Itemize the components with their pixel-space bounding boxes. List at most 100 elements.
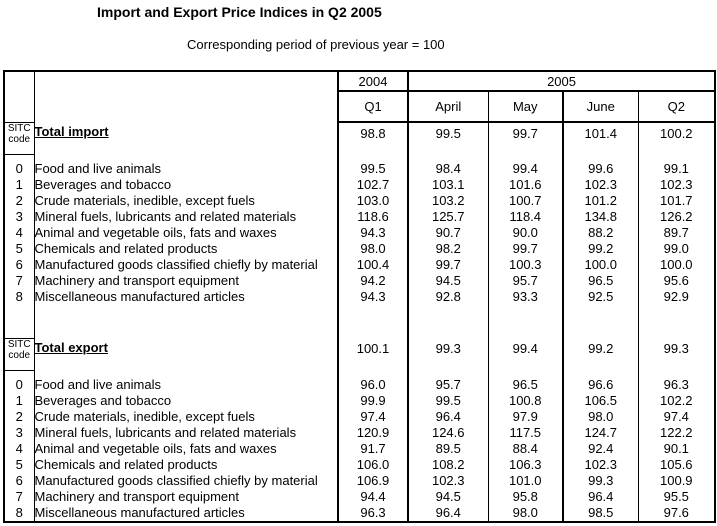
value-cell: 102.3 xyxy=(660,177,693,192)
value-cell: 95.6 xyxy=(663,273,689,288)
value-cell: 96.0 xyxy=(338,377,409,393)
value-cell: 90.1 xyxy=(663,441,689,456)
value-cell: 88.4 xyxy=(488,441,564,457)
total-export-row: SITC code Total export 100.1 99.3 99.4 99.2 99.… xyxy=(4,337,715,371)
spacer-cell xyxy=(4,154,35,161)
value-cell: 99.2 xyxy=(563,241,639,257)
spacer-cell xyxy=(338,305,409,338)
export-category-row: 4 Animal and vegetable oils, fats and wax… xyxy=(4,441,715,457)
value-cell: 99.5 xyxy=(408,393,489,409)
total-import-value: 99.7 xyxy=(488,122,564,154)
total-export-value: 99.3 xyxy=(663,341,689,356)
value-cell: 89.7 xyxy=(663,225,689,240)
category-label: Mineral fuels, lubricants and related ma… xyxy=(34,209,339,225)
sitc-code-cell: 5 xyxy=(4,457,35,473)
sitc-code-cell: 2 xyxy=(4,409,35,425)
total-export-value: 99.4 xyxy=(488,338,564,370)
value-cell: 105.6 xyxy=(660,457,693,472)
spacer-cell xyxy=(338,154,409,161)
period-header-row: Q1 April May June Q2 xyxy=(4,91,716,123)
value-cell: 99.7 xyxy=(408,257,489,273)
category-label: Miscellaneous manufactured articles xyxy=(34,289,339,305)
value-cell: 99.7 xyxy=(488,241,564,257)
spacer-cell xyxy=(34,370,339,377)
total-import-value: 100.2 xyxy=(660,126,693,141)
value-cell: 94.3 xyxy=(338,289,409,305)
sitc-code-cell: 3 xyxy=(4,425,35,441)
spacer-cell xyxy=(408,305,489,338)
value-cell: 106.3 xyxy=(488,457,564,473)
spacer-cell xyxy=(338,370,409,377)
category-label: Machinery and transport equipment xyxy=(34,273,339,289)
value-cell: 124.7 xyxy=(563,425,639,441)
value-cell: 97.6 xyxy=(663,505,689,520)
value-cell: 118.4 xyxy=(488,209,564,225)
category-label: Food and live animals xyxy=(34,377,339,393)
value-cell: 89.5 xyxy=(408,441,489,457)
category-label: Food and live animals xyxy=(34,161,339,177)
value-cell: 92.5 xyxy=(563,289,639,305)
sitc-code-cell: 0 xyxy=(4,377,35,393)
category-label: Chemicals and related products xyxy=(34,457,339,473)
sitc-code-cell: 7 xyxy=(4,273,35,289)
value-cell: 92.9 xyxy=(663,289,689,304)
value-cell: 95.5 xyxy=(663,489,689,504)
sitc-code-header-word: SITC xyxy=(7,122,31,134)
value-cell: 96.5 xyxy=(488,377,564,393)
value-cell: 124.6 xyxy=(408,425,489,441)
value-cell: 92.8 xyxy=(408,289,489,305)
year-header-row: 2004 2005 xyxy=(4,71,716,122)
total-export-value: 99.3 xyxy=(408,338,489,370)
export-category-row: 7 Machinery and transport equipment 94.4 94… xyxy=(4,489,715,505)
value-cell: 99.4 xyxy=(488,161,564,177)
export-category-row: 6 Manufactured goods classified chiefly b… xyxy=(4,473,715,489)
import-category-row: 8 Miscellaneous manufactured articles 94.3… xyxy=(4,289,715,305)
period-header-april: April xyxy=(408,91,489,123)
value-cell: 99.0 xyxy=(663,241,689,256)
category-label: Crude materials, inedible, except fuels xyxy=(34,409,339,425)
value-cell: 96.3 xyxy=(338,505,409,522)
category-label: Miscellaneous manufactured articles xyxy=(34,505,339,522)
export-category-row: 1 Beverages and tobacco 99.9 99.5 100.8 106.5… xyxy=(4,393,715,409)
sitc-header-spacer xyxy=(4,71,35,122)
value-cell: 98.4 xyxy=(408,161,489,177)
category-label: Beverages and tobacco xyxy=(34,393,339,409)
sitc-code-cell: 8 xyxy=(4,289,35,305)
section-gap-row xyxy=(4,305,715,338)
value-cell: 98.0 xyxy=(338,241,409,257)
import-category-row: 4 Animal and vegetable oils, fats and wax… xyxy=(4,225,715,241)
price-indices-table: 2004 2005 Q1 April May June Q2 SITC code Total… xyxy=(3,70,717,523)
category-label: Manufactured goods classified chiefly by… xyxy=(34,473,339,489)
category-label: Animal and vegetable oils, fats and waxe… xyxy=(34,441,339,457)
value-cell: 100.0 xyxy=(563,257,639,273)
value-cell: 99.1 xyxy=(663,161,689,176)
spacer-row xyxy=(4,370,715,377)
import-category-row: 2 Crude materials, inedible, except fuels… xyxy=(4,193,715,209)
value-cell: 94.2 xyxy=(338,273,409,289)
value-cell: 99.6 xyxy=(563,161,639,177)
sitc-code-cell: 8 xyxy=(4,505,35,522)
value-cell: 102.3 xyxy=(563,457,639,473)
spacer-cell xyxy=(638,305,715,338)
export-category-row: 2 Crude materials, inedible, except fuels… xyxy=(4,409,715,425)
category-label: Manufactured goods classified chiefly by… xyxy=(34,257,339,273)
spacer-cell xyxy=(563,154,639,161)
total-import-value: 101.4 xyxy=(563,122,639,154)
value-cell: 102.3 xyxy=(408,473,489,489)
spacer-cell xyxy=(638,154,715,161)
value-cell: 94.3 xyxy=(338,225,409,241)
export-category-row: 0 Food and live animals 96.0 95.7 96.5 96.6 96… xyxy=(4,377,715,393)
value-cell: 120.9 xyxy=(338,425,409,441)
spacer-cell xyxy=(638,370,715,377)
category-label: Beverages and tobacco xyxy=(34,177,339,193)
value-cell: 90.0 xyxy=(488,225,564,241)
value-cell: 108.2 xyxy=(408,457,489,473)
value-cell: 118.6 xyxy=(338,209,409,225)
value-cell: 94.5 xyxy=(408,489,489,505)
report-subtitle: Corresponding period of previous year = … xyxy=(187,37,445,52)
total-export-value: 99.2 xyxy=(563,338,639,370)
period-header-q2: Q2 xyxy=(638,91,716,123)
value-cell: 93.3 xyxy=(488,289,564,305)
spacer-row xyxy=(4,154,715,161)
value-cell: 92.4 xyxy=(563,441,639,457)
